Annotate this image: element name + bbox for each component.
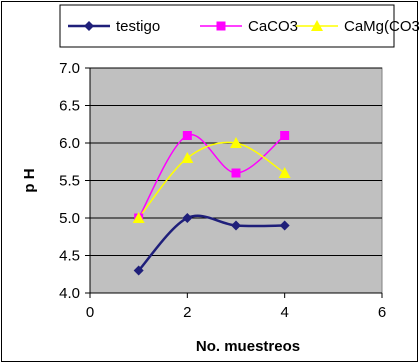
y-tick-label: 4.5 xyxy=(59,248,80,265)
legend-label: CaMg(CO3)2 xyxy=(344,18,420,35)
y-tick-label: 6.5 xyxy=(59,98,80,115)
data-point-testigo xyxy=(133,265,144,276)
legend-label: CaCO3 xyxy=(248,18,298,35)
x-tick-label: 0 xyxy=(86,304,94,321)
x-tick-label: 4 xyxy=(280,304,288,321)
data-point-CaCO3 xyxy=(182,131,192,140)
x-tick-label: 2 xyxy=(183,304,191,321)
data-point-testigo xyxy=(279,220,290,231)
data-point-CaCO3 xyxy=(280,131,290,140)
y-axis-label: p H xyxy=(21,168,38,192)
data-point-CaMg(CO3)2 xyxy=(278,167,291,178)
data-point-testigo xyxy=(182,213,193,223)
data-point-CaMg(CO3)2 xyxy=(230,137,242,148)
series-line-CaCO3 xyxy=(138,133,286,219)
data-point-CaMg(CO3)2 xyxy=(132,212,145,223)
series-line-CaMg(CO3)2 xyxy=(138,141,286,219)
y-tick-label: 5.5 xyxy=(59,173,80,190)
y-tick-label: 5.0 xyxy=(59,210,80,227)
legend-marker xyxy=(216,21,226,31)
y-tick-label: 4.0 xyxy=(59,285,80,302)
y-tick-label: 6.0 xyxy=(59,135,80,152)
legend-marker xyxy=(84,21,94,31)
legend-label: testigo xyxy=(116,18,160,35)
data-point-testigo xyxy=(231,220,241,231)
legend-marker xyxy=(311,20,323,31)
x-tick-label: 6 xyxy=(378,304,386,321)
x-axis-label: No. muestreos xyxy=(196,338,300,355)
series-line-testigo xyxy=(137,214,285,272)
data-point-CaCO3 xyxy=(231,168,241,178)
data-point-CaMg(CO3)2 xyxy=(181,152,194,163)
y-tick-label: 7.0 xyxy=(59,60,80,77)
